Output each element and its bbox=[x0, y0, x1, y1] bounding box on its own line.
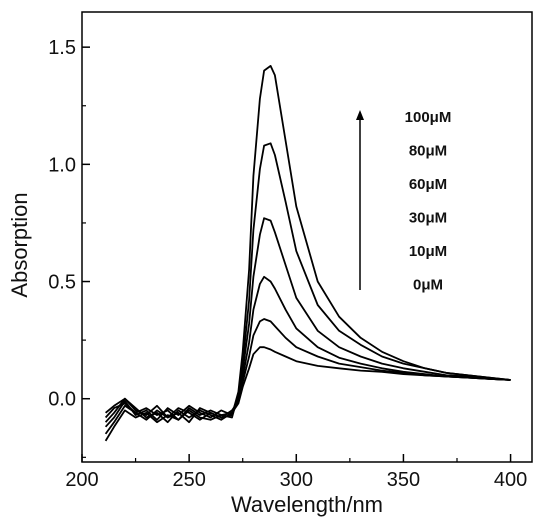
y-axis-title: Absorption bbox=[7, 192, 32, 297]
x-tick-label: 250 bbox=[172, 469, 205, 491]
spectra-curves bbox=[104, 65, 511, 442]
increase-arrow-head bbox=[356, 110, 364, 120]
x-axis-title: Wavelength/nm bbox=[231, 492, 383, 517]
axis-ticks: 200 250 300 350 400 0.0 0.5 1.0 1.5 bbox=[48, 37, 527, 491]
series-line bbox=[104, 217, 511, 424]
concentration-label: 30μM bbox=[409, 210, 447, 227]
concentration-label: 60μM bbox=[409, 176, 447, 193]
concentration-label: 100μM bbox=[405, 109, 452, 126]
x-tick-label: 350 bbox=[387, 469, 420, 491]
x-tick-label: 200 bbox=[65, 469, 98, 491]
concentration-label: 0μM bbox=[413, 277, 443, 294]
x-tick-label: 300 bbox=[280, 469, 313, 491]
y-tick-label: 1.0 bbox=[48, 154, 76, 176]
concentration-labels: 100μM 80μM 60μM 30μM 10μM 0μM bbox=[405, 109, 452, 294]
y-tick-label: 1.5 bbox=[48, 37, 76, 59]
plot-frame bbox=[81, 11, 533, 463]
concentration-label: 10μM bbox=[409, 243, 447, 260]
series-line bbox=[104, 142, 511, 421]
y-tick-label: 0.5 bbox=[48, 272, 76, 294]
x-tick-label: 400 bbox=[494, 469, 527, 491]
concentration-label: 80μM bbox=[409, 143, 447, 160]
y-tick-label: 0.0 bbox=[48, 389, 76, 411]
series-line bbox=[105, 65, 511, 424]
series-line bbox=[104, 346, 511, 442]
